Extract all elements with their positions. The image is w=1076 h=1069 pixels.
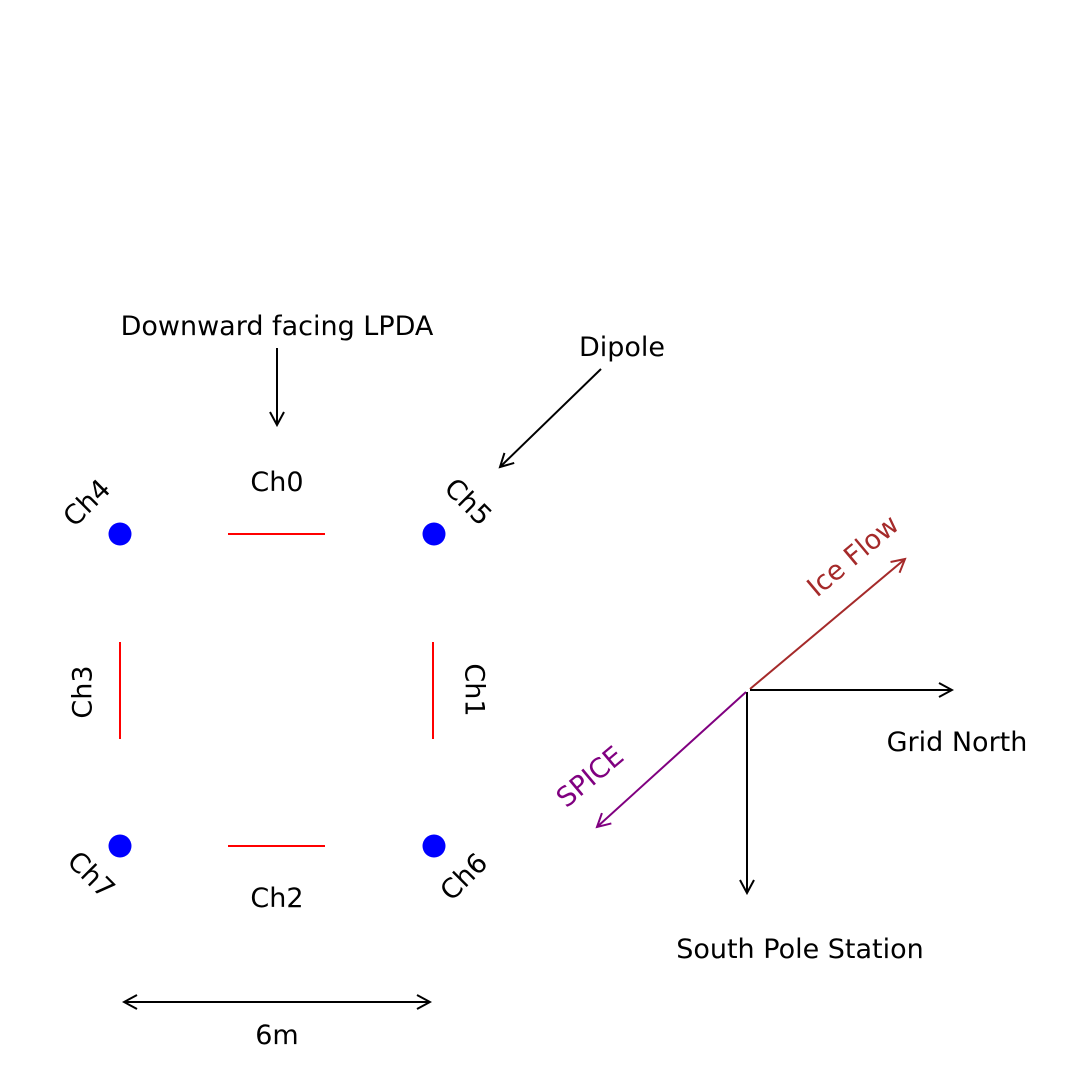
dipole-ch5 (422, 522, 446, 546)
ice-flow-label: Ice Flow (801, 509, 905, 603)
dipole-ch4 (108, 522, 132, 546)
ice-flow-arrow (749, 559, 905, 690)
spice-label: SPICE (551, 741, 630, 814)
ch1-label: Ch1 (459, 663, 490, 716)
south-pole-label: South Pole Station (676, 934, 924, 965)
ch2-label: Ch2 (250, 883, 303, 914)
ch7-label: Ch7 (61, 846, 121, 906)
lpda-annotation: Downward facing LPDA (121, 311, 434, 342)
ch3-label: Ch3 (68, 665, 99, 718)
ch6-label: Ch6 (435, 848, 495, 908)
dipole-pointer-arrow (500, 368, 602, 467)
grid-north-label: Grid North (887, 727, 1028, 758)
scale-label: 6m (255, 1020, 298, 1051)
ch5-label: Ch5 (438, 473, 498, 533)
dipole-ch6 (422, 834, 446, 858)
spice-arrow (597, 691, 747, 827)
ch0-label: Ch0 (250, 467, 303, 498)
ch4-label: Ch4 (58, 474, 118, 534)
dipole-ch7 (108, 834, 132, 858)
dipole-annotation: Dipole (579, 332, 665, 363)
